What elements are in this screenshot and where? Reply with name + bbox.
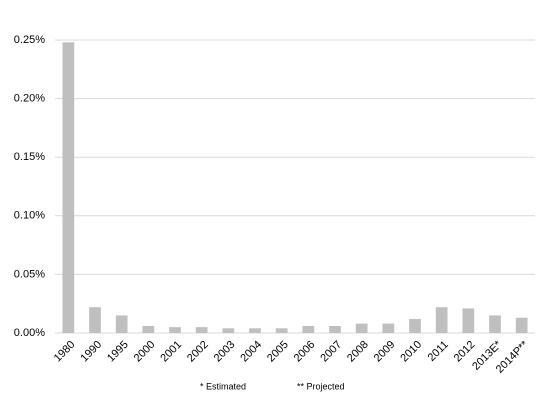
y-tick-label: 0.25% bbox=[14, 34, 45, 46]
x-tick-label: 1990 bbox=[78, 339, 104, 365]
y-tick-label: 0.10% bbox=[14, 210, 45, 222]
bar bbox=[89, 307, 101, 333]
x-tick-label: 2004 bbox=[238, 339, 264, 365]
annotation: * Estimated bbox=[200, 381, 246, 391]
bar bbox=[249, 328, 261, 333]
bar bbox=[169, 327, 181, 333]
x-tick-label: 2000 bbox=[132, 339, 158, 365]
bar bbox=[435, 307, 448, 333]
x-tick-label: 2009 bbox=[372, 339, 398, 365]
x-tick-label: 2008 bbox=[345, 339, 371, 365]
x-tick-label: 1995 bbox=[105, 339, 131, 365]
y-tick-label: 0.20% bbox=[14, 93, 45, 105]
x-tick-label: 2001 bbox=[158, 339, 184, 365]
bar bbox=[275, 328, 288, 333]
bar bbox=[515, 317, 528, 333]
y-tick-label: 0.15% bbox=[14, 151, 45, 163]
x-tick-label: 2011 bbox=[426, 339, 451, 364]
bar bbox=[382, 323, 395, 333]
bar bbox=[409, 318, 421, 333]
bar bbox=[302, 325, 315, 333]
x-tick-label: 2010 bbox=[398, 339, 424, 365]
x-tick-label: 1980 bbox=[52, 339, 78, 365]
x-tick-label: 2002 bbox=[185, 339, 211, 365]
x-tick-label: 2005 bbox=[265, 339, 291, 365]
y-tick-label: 0.00% bbox=[14, 327, 45, 339]
x-tick-label: 2003 bbox=[212, 339, 238, 365]
bar bbox=[115, 315, 128, 333]
y-tick-label: 0.05% bbox=[14, 268, 45, 280]
x-tick-label: 2007 bbox=[318, 339, 344, 365]
annotation: ** Projected bbox=[297, 381, 345, 391]
x-tick-label: 2006 bbox=[292, 339, 318, 365]
bar bbox=[462, 308, 475, 333]
bar bbox=[142, 325, 155, 333]
bar bbox=[329, 325, 341, 333]
bar bbox=[222, 328, 235, 333]
bar bbox=[355, 323, 368, 333]
bar bbox=[62, 42, 75, 334]
bar bbox=[489, 315, 501, 333]
bar bbox=[195, 327, 208, 333]
